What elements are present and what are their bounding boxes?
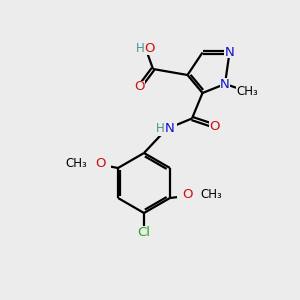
Text: N: N <box>220 77 230 91</box>
Text: O: O <box>95 157 105 170</box>
Text: CH₃: CH₃ <box>237 85 258 98</box>
FancyBboxPatch shape <box>224 46 235 58</box>
FancyBboxPatch shape <box>178 188 211 202</box>
Text: O: O <box>183 188 193 202</box>
Text: N: N <box>225 46 234 59</box>
FancyBboxPatch shape <box>156 122 177 136</box>
Text: O: O <box>209 119 220 133</box>
FancyBboxPatch shape <box>77 157 110 170</box>
Text: O: O <box>144 41 154 55</box>
FancyBboxPatch shape <box>236 85 259 98</box>
Text: CH₃: CH₃ <box>66 157 87 170</box>
Text: N: N <box>165 122 175 136</box>
FancyBboxPatch shape <box>136 41 154 55</box>
FancyBboxPatch shape <box>136 226 152 239</box>
FancyBboxPatch shape <box>220 78 230 90</box>
Text: CH₃: CH₃ <box>201 188 222 202</box>
FancyBboxPatch shape <box>209 120 220 132</box>
Text: Cl: Cl <box>137 226 151 239</box>
Text: H: H <box>136 41 145 55</box>
FancyBboxPatch shape <box>134 81 145 93</box>
Text: H: H <box>156 122 165 136</box>
Text: O: O <box>134 80 145 94</box>
